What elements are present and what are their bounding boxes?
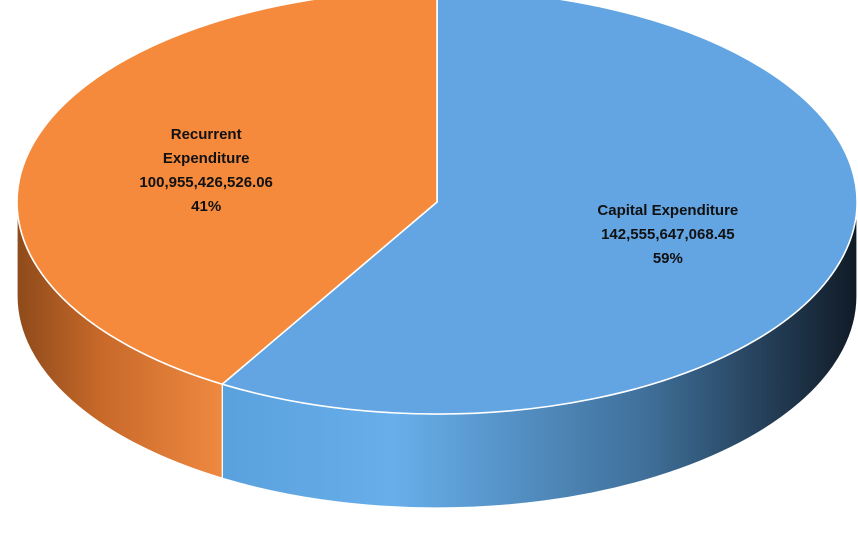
data-label-value: 100,955,426,526.06 [139,174,272,191]
data-label-name: Capital Expenditure [597,202,738,219]
pie-slice-recurrent-expenditure [16,0,438,385]
data-label-name: Recurrent [171,126,242,143]
data-label-capital-expenditure: Capital Expenditure 142,555,647,068.45 59% [597,202,738,267]
data-label-value: 142,555,647,068.45 [601,226,734,243]
data-label-recurrent-expenditure: Recurrent Expenditure 100,955,426,526.06 41… [139,126,272,215]
pie-slice-capital-expenditure [221,0,858,415]
data-label-percent: 59% [653,250,683,267]
data-label-name: Expenditure [163,150,250,167]
data-label-percent: 41% [191,198,221,215]
